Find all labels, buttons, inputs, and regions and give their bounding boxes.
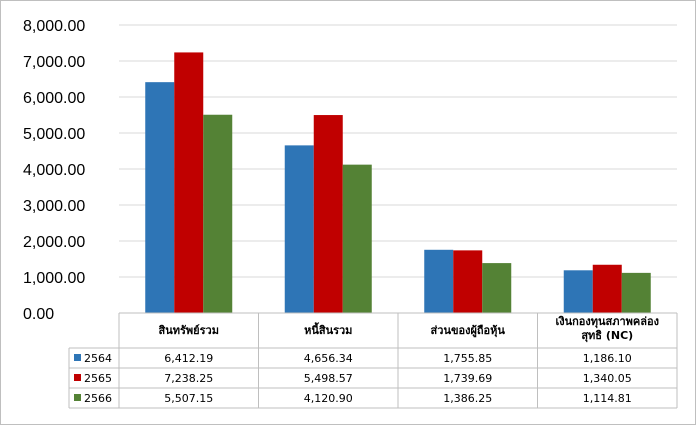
bar-2566-2: [482, 263, 512, 313]
y-tick-label: 2,000.00: [23, 234, 85, 251]
y-tick-label: 6,000.00: [23, 90, 85, 107]
bar-2566-1: [342, 164, 372, 313]
bar-2565-0: [174, 52, 204, 313]
category-label: ส่วนของผู้ถือหุ้น: [431, 324, 506, 338]
data-table-cell: 1,186.10: [583, 352, 632, 365]
legend-label: 2565: [84, 372, 112, 385]
data-table-cell: 5,498.57: [304, 372, 353, 385]
bar-2565-1: [313, 115, 343, 313]
legend-label: 2566: [84, 392, 112, 405]
category-label: เงินกองทุนสภาพคล่อง: [555, 315, 659, 329]
bar-2566-3: [621, 272, 651, 313]
legend-key-2565: [74, 374, 81, 381]
y-tick-label: 3,000.00: [23, 198, 85, 215]
bar-2565-2: [453, 250, 483, 313]
y-tick-label: 5,000.00: [23, 126, 85, 143]
data-table-cell: 1,386.25: [443, 392, 492, 405]
data-table-cell: 5,507.15: [164, 392, 213, 405]
y-tick-label: 8,000.00: [23, 18, 85, 35]
y-tick-label: 7,000.00: [23, 54, 85, 71]
data-table-cell: 1,114.81: [583, 392, 632, 405]
data-table-cell: 4,120.90: [304, 392, 353, 405]
bar-2564-2: [424, 249, 454, 313]
legend-key-2564: [74, 354, 81, 361]
bar-2565-3: [592, 264, 622, 313]
bar-2564-3: [563, 270, 593, 313]
category-label: สุทธิ (NC): [581, 329, 633, 343]
bar-2564-0: [145, 82, 175, 313]
y-tick-label: 0.00: [23, 306, 54, 323]
data-table-cell: 1,755.85: [443, 352, 492, 365]
legend-key-2566: [74, 394, 81, 401]
data-table-cell: 7,238.25: [164, 372, 213, 385]
y-tick-label: 4,000.00: [23, 162, 85, 179]
bar-2566-0: [203, 114, 233, 313]
legend-label: 2564: [84, 352, 112, 365]
category-label: สินทรัพย์รวม: [158, 324, 219, 337]
data-table-cell: 1,340.05: [583, 372, 632, 385]
data-table-cell: 1,739.69: [443, 372, 492, 385]
data-table-cell: 6,412.19: [164, 352, 213, 365]
y-tick-label: 1,000.00: [23, 270, 85, 287]
bar-2564-1: [284, 145, 314, 313]
category-label: หนี้สินรวม: [304, 322, 352, 337]
data-table-cell: 4,656.34: [304, 352, 353, 365]
